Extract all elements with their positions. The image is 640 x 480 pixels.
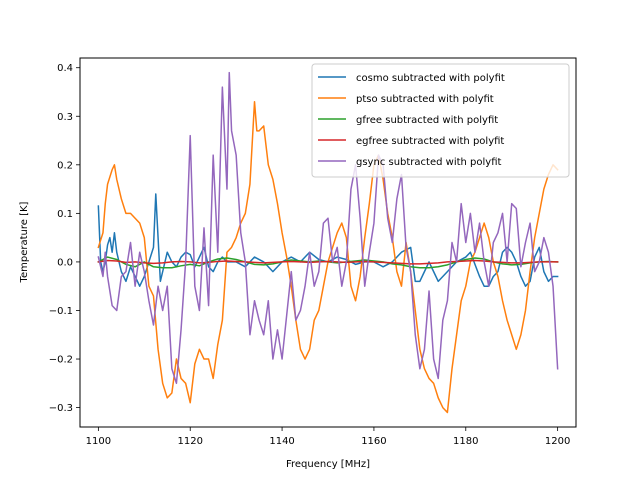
x-tick-label: 1160 bbox=[361, 436, 386, 447]
y-tick-label: 0.1 bbox=[57, 209, 73, 220]
y-axis: −0.3 −0.2 −0.1 0.0 0.1 0.2 0.3 0.4 bbox=[49, 63, 80, 414]
series-line-1 bbox=[97, 193, 559, 287]
legend: cosmo subtracted with polyfit ptso subtra… bbox=[311, 63, 570, 178]
y-tick-label: −0.1 bbox=[49, 306, 73, 317]
y-axis-label: Temperature [K] bbox=[19, 201, 30, 283]
series-line-4 bbox=[97, 259, 559, 265]
axes-frame bbox=[79, 57, 577, 428]
legend-entry: egfree subtracted with polyfit bbox=[356, 136, 504, 147]
legend-entry: gsync subtracted with polyfit bbox=[356, 157, 501, 168]
legend-entry: ptso subtracted with polyfit bbox=[356, 94, 494, 105]
x-tick-label: 1180 bbox=[453, 436, 478, 447]
x-tick-label: 1100 bbox=[86, 436, 111, 447]
x-axis: 1100 1120 1140 1160 1180 1200 bbox=[86, 427, 570, 447]
legend-box bbox=[311, 63, 570, 178]
y-tick-label: 0.4 bbox=[57, 63, 73, 74]
x-tick-label: 1120 bbox=[177, 436, 202, 447]
y-tick-label: 0.2 bbox=[57, 160, 73, 171]
legend-entry: gfree subtracted with polyfit bbox=[356, 115, 498, 126]
series-group bbox=[97, 71, 559, 414]
y-tick-label: 0.0 bbox=[57, 257, 73, 268]
y-tick-label: 0.3 bbox=[57, 112, 73, 123]
x-tick-label: 1140 bbox=[269, 436, 294, 447]
y-tick-label: −0.3 bbox=[49, 403, 73, 414]
x-axis-label: Frequency [MHz] bbox=[286, 459, 370, 470]
x-tick-label: 1200 bbox=[545, 436, 570, 447]
y-tick-label: −0.2 bbox=[49, 355, 73, 366]
series-line-5 bbox=[97, 71, 559, 385]
series-line-2 bbox=[97, 100, 559, 414]
legend-entry: cosmo subtracted with polyfit bbox=[356, 73, 505, 84]
